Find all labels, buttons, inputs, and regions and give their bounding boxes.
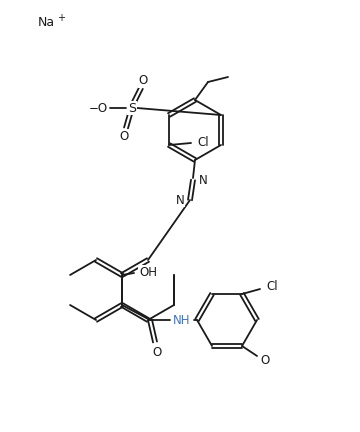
Text: N: N	[176, 194, 184, 206]
Text: O: O	[260, 355, 270, 368]
Text: Na: Na	[38, 16, 55, 29]
Text: OH: OH	[139, 266, 157, 279]
Text: Cl: Cl	[197, 137, 209, 149]
Text: +: +	[57, 13, 65, 23]
Text: S: S	[128, 102, 136, 114]
Text: −O: −O	[89, 102, 108, 114]
Text: N: N	[199, 174, 207, 187]
Text: O: O	[138, 74, 148, 88]
Text: NH: NH	[173, 314, 191, 327]
Text: O: O	[120, 130, 129, 143]
Text: Cl: Cl	[266, 280, 278, 292]
Text: O: O	[152, 346, 162, 359]
